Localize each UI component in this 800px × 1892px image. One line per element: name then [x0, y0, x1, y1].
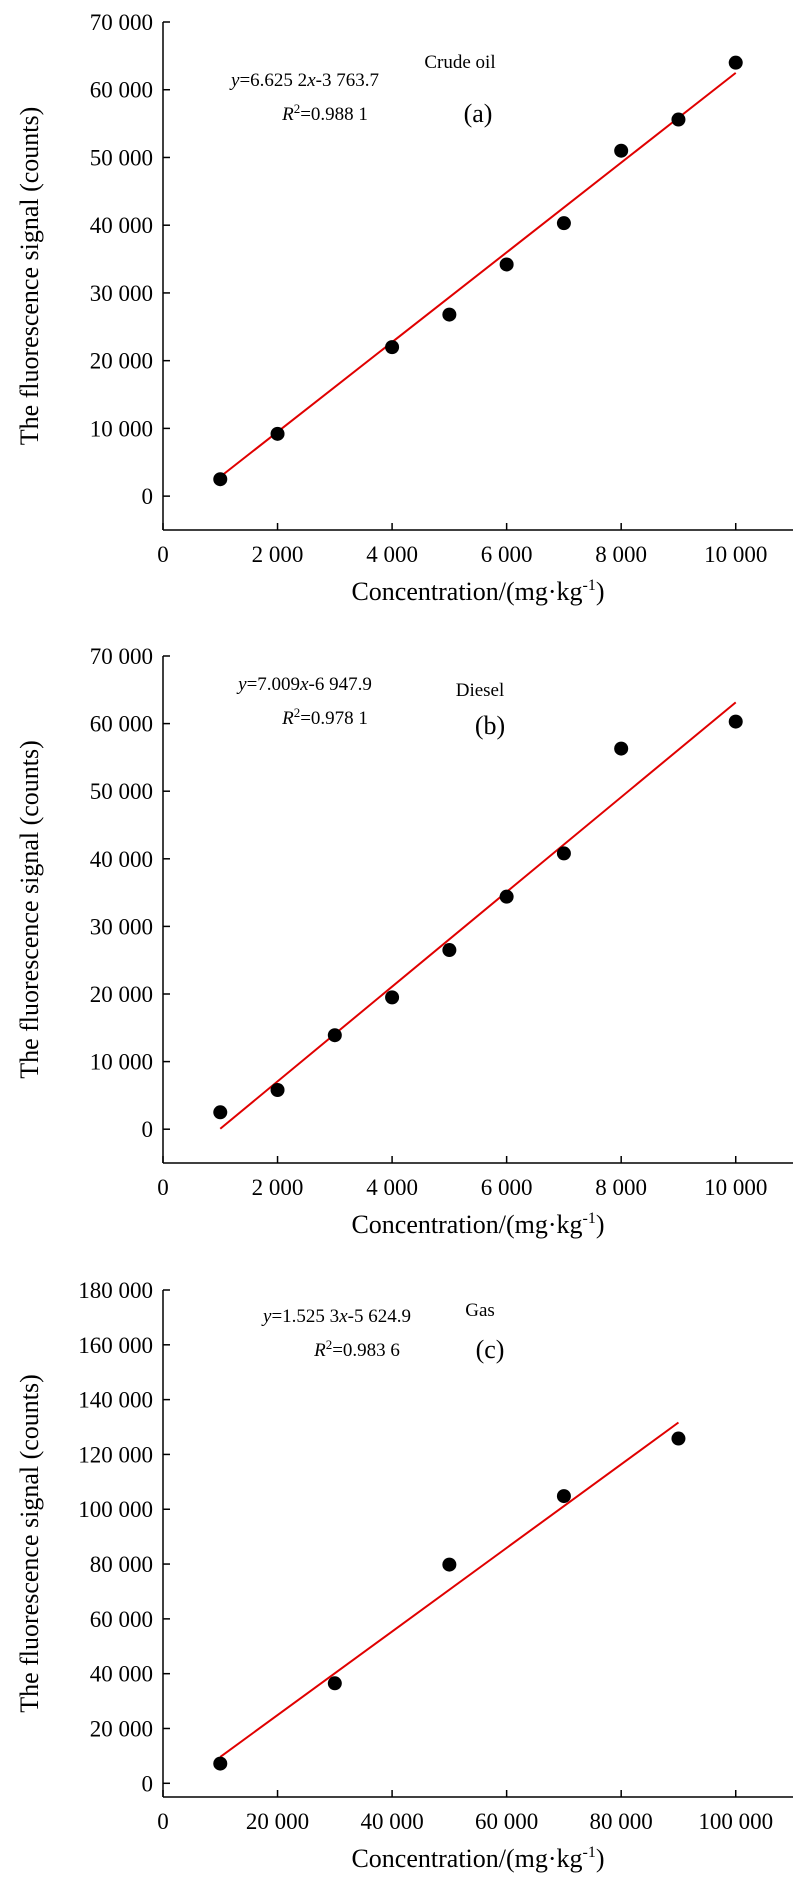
regression-equation: y=6.625 2x-3 763.7 [229, 70, 379, 91]
x-tick-label: 80 000 [590, 1809, 653, 1834]
regression-equation: y=7.009x-6 947.9 [236, 674, 372, 695]
chart-panel-a: 0 10 000 20 000 30 000 40 000 50 000 60 000 70 … [15, 10, 793, 606]
y-tick-label: 70 000 [90, 644, 153, 669]
y-tick-label: 100 000 [78, 1497, 153, 1522]
y-tick-label: 20 000 [90, 982, 153, 1007]
x-axis-title: Concentration/(mg·kg-1) [351, 1210, 604, 1239]
y-tick-label: 60 000 [90, 712, 153, 737]
sample-name: Diesel [456, 680, 505, 701]
y-tick-label: 70 000 [90, 10, 153, 35]
y-tick-label: 50 000 [90, 779, 153, 804]
y-tick-label: 160 000 [78, 1333, 153, 1358]
data-point [671, 112, 686, 127]
data-point [671, 1431, 686, 1446]
data-point [499, 257, 514, 272]
x-tick-label: 0 [157, 1809, 169, 1834]
x-tick-label: 4 000 [366, 542, 418, 567]
x-tick-label: 0 [157, 542, 169, 567]
data-point [442, 1557, 457, 1572]
data-point [270, 426, 285, 441]
data-point [442, 943, 457, 958]
x-tick-label: 10 000 [704, 542, 767, 567]
data-point [556, 1489, 571, 1504]
y-axis-title: The fluorescence signal (counts) [15, 107, 44, 446]
y-axis-title: The fluorescence signal (counts) [15, 1374, 44, 1713]
data-point [442, 307, 457, 322]
data-point [213, 472, 228, 487]
regression-line [219, 1421, 680, 1758]
y-tick-label: 180 000 [78, 1278, 153, 1303]
x-tick-label: 2 000 [252, 542, 304, 567]
chart-panel-b: 0 10 000 20 000 30 000 40 000 50 000 60 000 70 … [15, 644, 793, 1239]
x-tick-label: 40 000 [360, 1809, 423, 1834]
data-point [614, 741, 629, 756]
x-tick-label: 6 000 [481, 1175, 533, 1200]
x-tick-label: 8 000 [595, 542, 647, 567]
data-point [327, 1676, 342, 1691]
y-tick-label: 10 000 [90, 1050, 153, 1075]
regression-line [219, 72, 737, 478]
y-tick-label: 0 [142, 1117, 154, 1142]
y-tick-label: 20 000 [90, 349, 153, 374]
panel-label: (a) [464, 99, 493, 128]
data-point [728, 714, 743, 729]
y-tick-label: 50 000 [90, 145, 153, 170]
sample-name: Crude oil [424, 52, 495, 73]
y-tick-label: 0 [142, 1771, 154, 1796]
chart-panel-c: 0 20 000 40 000 60 000 80 000 100 000 120 000 1… [15, 1278, 793, 1873]
data-point [213, 1756, 228, 1771]
y-tick-label: 80 000 [90, 1552, 153, 1577]
x-tick-label: 10 000 [704, 1175, 767, 1200]
data-point [270, 1082, 285, 1097]
panel-label: (b) [475, 711, 505, 740]
y-tick-label: 40 000 [90, 213, 153, 238]
y-tick-label: 20 000 [90, 1716, 153, 1741]
x-axis-title: Concentration/(mg·kg-1) [351, 577, 604, 606]
y-tick-label: 40 000 [90, 1662, 153, 1687]
x-tick-label: 20 000 [246, 1809, 309, 1834]
y-tick-label: 140 000 [78, 1388, 153, 1413]
x-tick-label: 6 000 [481, 542, 533, 567]
x-tick-label: 0 [157, 1175, 169, 1200]
x-tick-label: 60 000 [475, 1809, 538, 1834]
sample-name: Gas [465, 1300, 495, 1321]
x-tick-label: 4 000 [366, 1175, 418, 1200]
x-axis-title: Concentration/(mg·kg-1) [351, 1844, 604, 1873]
y-tick-label: 60 000 [90, 78, 153, 103]
data-point [556, 846, 571, 861]
regression-equation: y=1.525 3x-5 624.9 [261, 1306, 411, 1327]
y-tick-label: 60 000 [90, 1607, 153, 1632]
data-point [385, 340, 400, 355]
r-squared: R2=0.978 1 [281, 705, 368, 729]
x-tick-label: 100 000 [698, 1809, 773, 1834]
x-tick-label: 2 000 [252, 1175, 304, 1200]
y-tick-label: 30 000 [90, 281, 153, 306]
y-tick-label: 120 000 [78, 1442, 153, 1467]
data-point [614, 143, 629, 158]
y-axis-title: The fluorescence signal (counts) [15, 740, 44, 1079]
x-tick-label: 8 000 [595, 1175, 647, 1200]
data-point [213, 1105, 228, 1120]
y-tick-label: 10 000 [90, 416, 153, 441]
data-point [556, 216, 571, 231]
y-tick-label: 40 000 [90, 847, 153, 872]
y-tick-label: 0 [142, 484, 154, 509]
y-tick-label: 30 000 [90, 914, 153, 939]
data-point [499, 889, 514, 904]
data-point [728, 55, 743, 70]
data-point [327, 1028, 342, 1043]
r-squared: R2=0.988 1 [281, 101, 368, 125]
data-point [385, 990, 400, 1005]
regression-line [219, 701, 737, 1130]
r-squared: R2=0.983 6 [313, 1337, 400, 1361]
panel-label: (c) [476, 1335, 505, 1364]
